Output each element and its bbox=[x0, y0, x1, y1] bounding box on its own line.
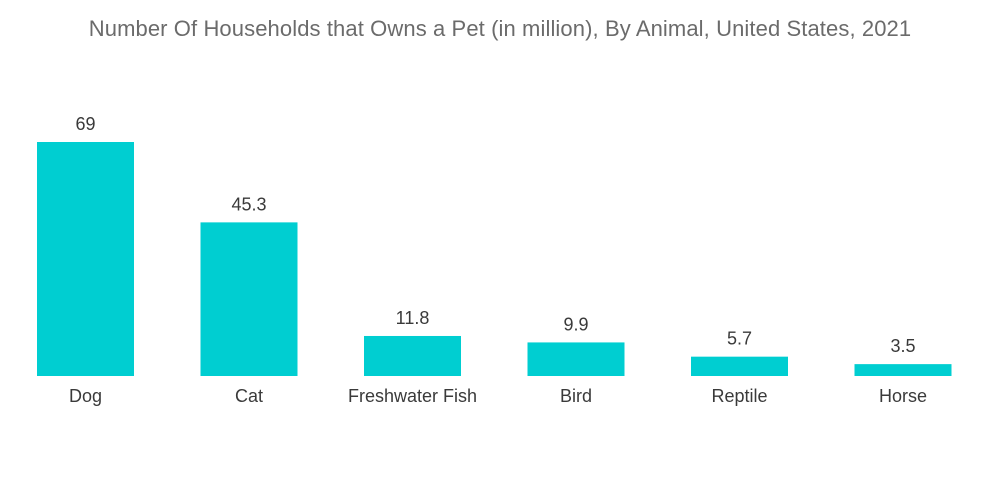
category-label-dog: Dog bbox=[69, 386, 102, 406]
value-label-cat: 45.3 bbox=[231, 194, 266, 214]
chart-title: Number Of Households that Owns a Pet (in… bbox=[88, 16, 912, 41]
category-label-cat: Cat bbox=[235, 386, 263, 406]
value-label-reptile: 5.7 bbox=[727, 329, 752, 349]
bar-dog bbox=[37, 142, 134, 376]
value-label-dog: 69 bbox=[75, 114, 95, 134]
category-label-reptile: Reptile bbox=[711, 386, 767, 406]
bar-bird bbox=[527, 342, 625, 376]
category-label-bird: Bird bbox=[560, 386, 592, 406]
category-label-horse: Horse bbox=[879, 386, 927, 406]
bar-cat bbox=[200, 222, 298, 376]
bar-horse bbox=[854, 364, 952, 376]
bar-reptile bbox=[691, 356, 788, 376]
value-label-horse: 3.5 bbox=[890, 336, 915, 356]
bar-freshwater-fish bbox=[364, 335, 461, 376]
value-label-freshwater-fish: 11.8 bbox=[396, 308, 430, 328]
value-label-bird: 9.9 bbox=[563, 314, 588, 334]
category-label-freshwater-fish: Freshwater Fish bbox=[348, 386, 477, 406]
